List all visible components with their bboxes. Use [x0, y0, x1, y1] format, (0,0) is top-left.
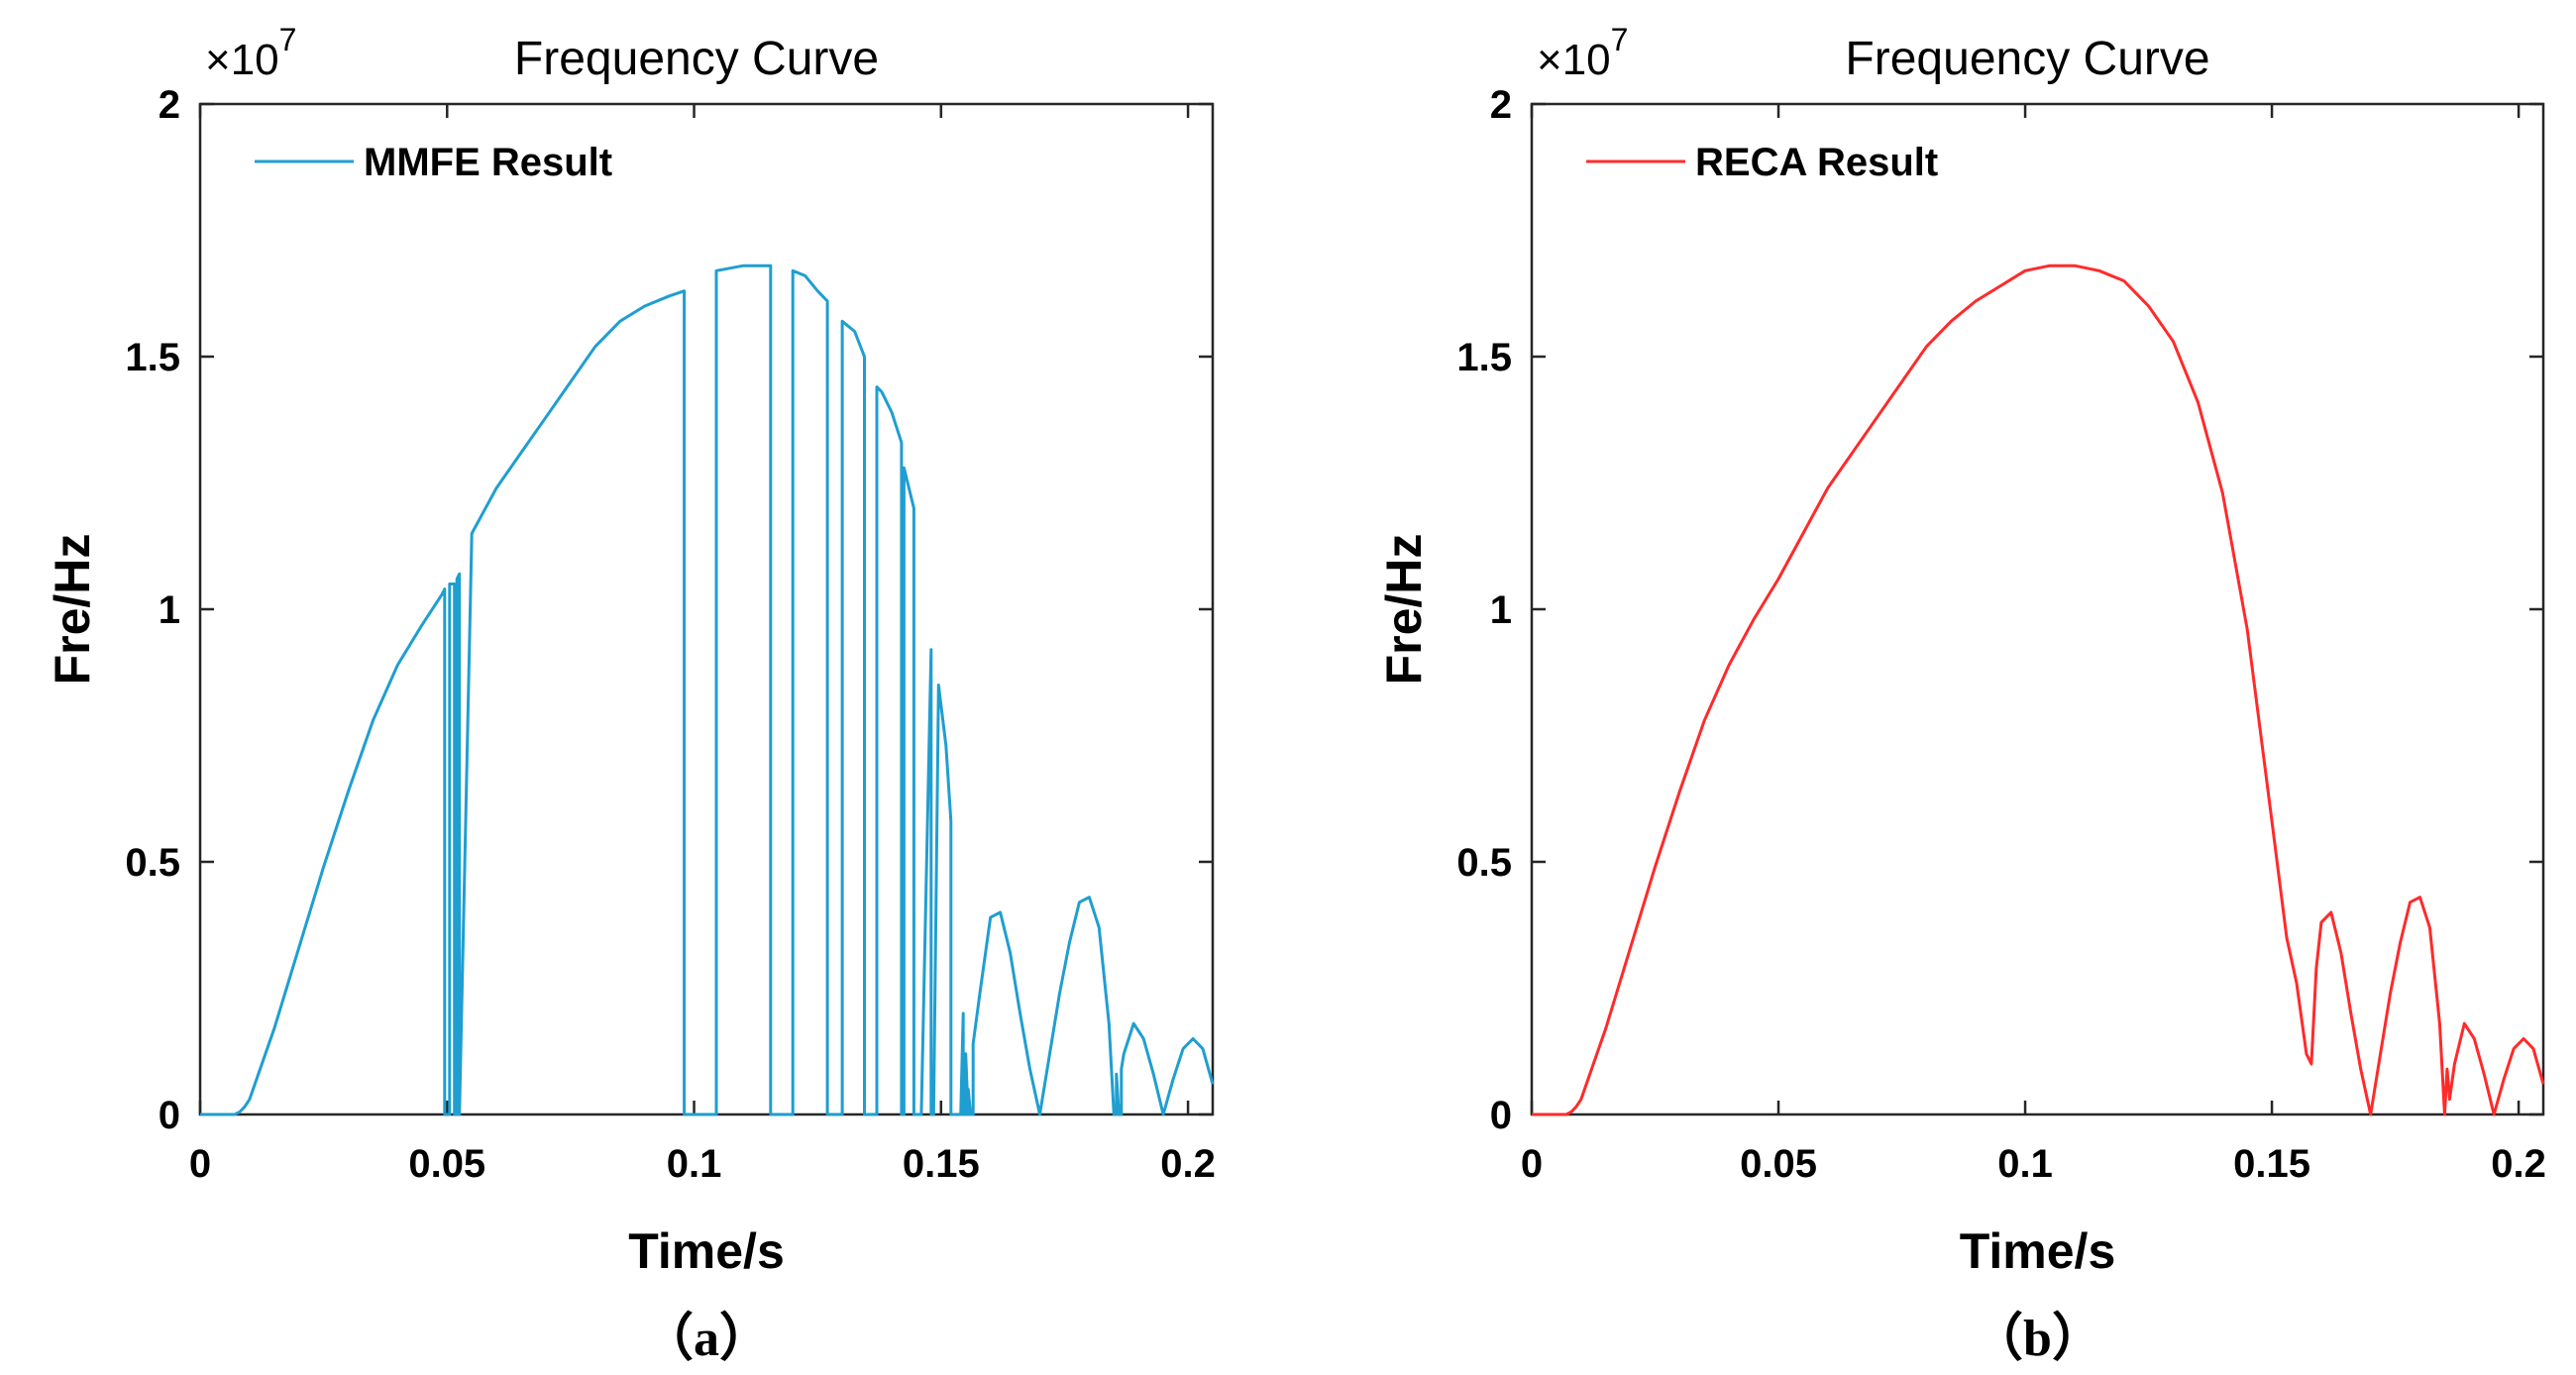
y-tick-label: 1 — [159, 588, 180, 632]
legend-label: RECA Result — [1695, 141, 1938, 184]
y-exponent-label: ×107 — [205, 22, 296, 84]
x-tick-label: 0.1 — [667, 1142, 722, 1186]
x-axis-label: Time/s — [628, 1223, 785, 1279]
y-tick-label: 2 — [159, 83, 180, 127]
y-multiplier: ×10 — [1537, 36, 1611, 84]
x-tick-label: 0.2 — [2491, 1142, 2546, 1186]
x-tick-label: 0 — [189, 1142, 211, 1186]
y-exponent-label: ×107 — [1537, 22, 1628, 84]
y-tick-label: 0 — [1490, 1094, 1512, 1137]
y-axis-label: Fre/Hz — [1376, 534, 1432, 686]
legend-label: MMFE Result — [364, 141, 612, 184]
chart-panel-b: 0 0.05 0.1 0.15 0.2 0 0.5 1 1.5 2 ×107 Frequency Cu… — [1376, 22, 2546, 1367]
chart-title: Frequency Curve — [1845, 33, 2209, 85]
y-tick-label: 0 — [159, 1094, 180, 1137]
chart-panel-a: 0 0.05 0.1 0.15 0.2 0 0.5 1 1.5 2 ×107 Frequency Cu… — [45, 22, 1216, 1367]
y-tick-label: 2 — [1490, 83, 1512, 127]
panel-label: （a） — [642, 1310, 771, 1367]
chart-title: Frequency Curve — [514, 33, 879, 85]
y-tick-label: 0.5 — [1456, 841, 1512, 885]
y-exponent: 7 — [279, 22, 297, 57]
x-axis-label: Time/s — [1960, 1223, 2116, 1279]
series-line-reca-result — [1532, 264, 2545, 1116]
axes-box — [198, 102, 1215, 1116]
y-exponent: 7 — [1611, 22, 1629, 57]
y-multiplier: ×10 — [205, 36, 279, 84]
x-tick-label: 0.2 — [1160, 1142, 1216, 1186]
x-tick-label: 0 — [1521, 1142, 1543, 1186]
x-tick-label: 0.05 — [408, 1142, 485, 1186]
y-tick-label: 1.5 — [1456, 336, 1512, 379]
y-tick-label: 1.5 — [125, 336, 180, 379]
series-line-mmfe-result — [200, 264, 1215, 1116]
y-tick-label: 1 — [1490, 588, 1512, 632]
panel-label: （b） — [1972, 1310, 2103, 1367]
y-tick-label: 0.5 — [125, 841, 180, 885]
x-tick-label: 0.15 — [2233, 1142, 2310, 1186]
y-axis-label: Fre/Hz — [45, 534, 100, 686]
axes-box — [1530, 102, 2545, 1116]
x-tick-label: 0.05 — [1740, 1142, 1817, 1186]
x-tick-label: 0.1 — [1997, 1142, 2053, 1186]
x-tick-label: 0.15 — [903, 1142, 980, 1186]
